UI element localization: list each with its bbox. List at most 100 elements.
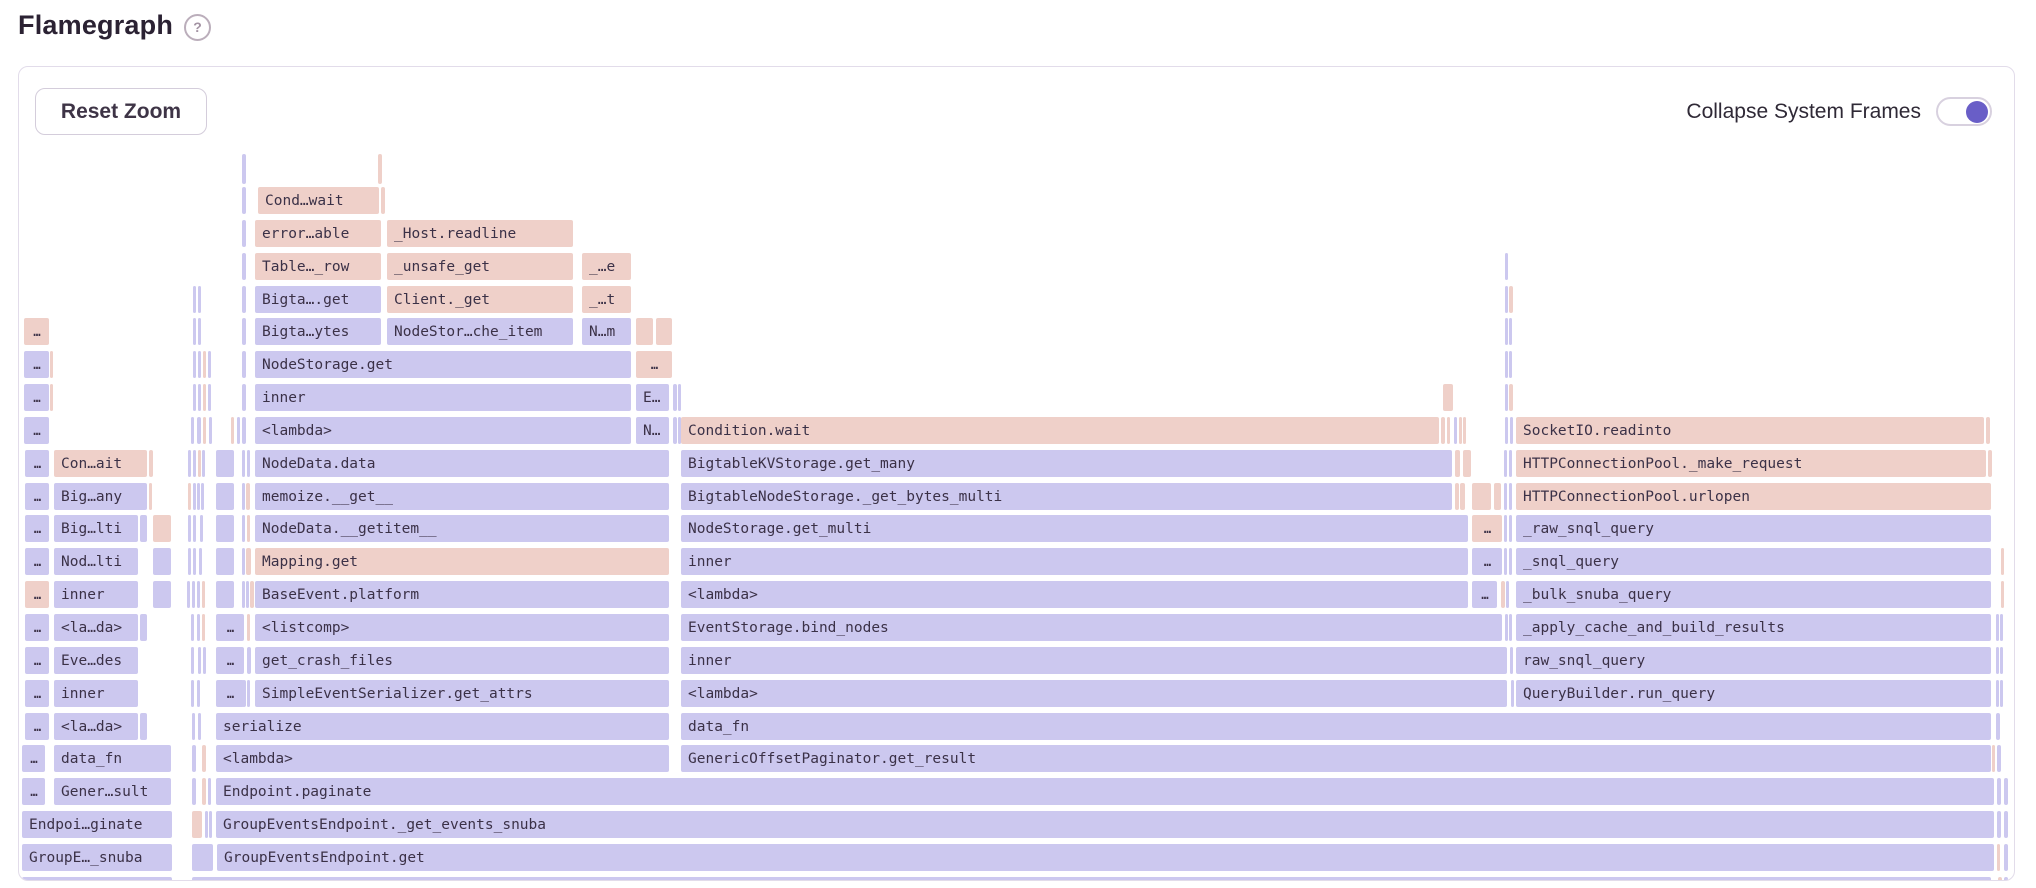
frame[interactable] (242, 483, 245, 510)
frame[interactable] (2004, 811, 2008, 838)
frame[interactable] (1992, 745, 1995, 772)
frame[interactable]: … (25, 450, 49, 477)
frame[interactable] (1509, 384, 1513, 411)
frame[interactable] (242, 417, 246, 444)
frame[interactable] (1505, 253, 1508, 280)
frame[interactable] (216, 515, 234, 542)
frame[interactable] (193, 351, 196, 378)
frame[interactable] (192, 811, 202, 838)
frame[interactable]: NodeStorage.get (255, 351, 631, 378)
frame[interactable] (242, 351, 246, 378)
frame[interactable] (381, 187, 385, 214)
frame[interactable] (1997, 745, 2001, 772)
frame[interactable] (216, 450, 234, 477)
frame[interactable]: GroupEventsEndpoint._get_events_snuba (216, 811, 1994, 838)
frame[interactable]: Big…any (54, 483, 147, 510)
frame[interactable] (1505, 417, 1508, 444)
frame[interactable] (202, 745, 206, 772)
frame[interactable] (1505, 286, 1508, 313)
frame[interactable] (1509, 351, 1512, 378)
frame[interactable] (242, 680, 246, 707)
frame[interactable] (246, 483, 250, 510)
frame[interactable]: … (216, 647, 244, 674)
frame[interactable]: … (24, 417, 49, 444)
frame[interactable]: GenericOffsetPaginator.get_result (681, 745, 1991, 772)
frame[interactable] (208, 384, 211, 411)
frame[interactable]: N… (636, 417, 669, 444)
frame[interactable] (1447, 417, 1450, 444)
frame[interactable] (1505, 351, 1508, 378)
frame[interactable] (192, 581, 195, 608)
frame[interactable] (237, 417, 240, 444)
frame[interactable] (1463, 417, 1466, 444)
frame[interactable] (1996, 713, 2000, 740)
frame[interactable] (378, 154, 382, 184)
frame[interactable]: Endpoint.paginate (216, 778, 1994, 805)
frame[interactable] (198, 713, 201, 740)
frame[interactable]: _Host.readline (387, 220, 573, 247)
frame[interactable] (1509, 548, 1512, 575)
frame[interactable] (153, 581, 171, 608)
frame[interactable]: … (636, 351, 672, 378)
frame[interactable]: … (25, 680, 49, 707)
frame[interactable] (201, 483, 204, 510)
frame[interactable]: … (24, 351, 49, 378)
frame[interactable] (2004, 778, 2008, 805)
frame[interactable] (2001, 581, 2004, 608)
frame[interactable] (216, 483, 234, 510)
frame[interactable] (2000, 680, 2003, 707)
frame[interactable] (198, 286, 201, 313)
frame[interactable] (1509, 318, 1512, 345)
frame[interactable] (242, 286, 246, 313)
frame[interactable]: … (25, 614, 49, 641)
frame[interactable]: … (25, 515, 49, 542)
frame[interactable]: _snql_query (1516, 548, 1991, 575)
frame[interactable]: get_crash_files (255, 647, 669, 674)
frame[interactable]: NodeData.__getitem__ (255, 515, 669, 542)
frame[interactable] (1996, 680, 1999, 707)
frame[interactable] (50, 351, 53, 378)
frame[interactable]: Big…lti (54, 515, 138, 542)
frame[interactable] (247, 515, 250, 542)
frame[interactable] (1997, 778, 2001, 805)
frame[interactable] (153, 548, 171, 575)
frame[interactable] (192, 778, 196, 805)
flamegraph-canvas[interactable]: Cond…wait error…able _Host.readline Table…_… (19, 67, 2014, 880)
frame[interactable]: GroupE…_snuba (22, 844, 172, 871)
frame[interactable]: _…t (582, 286, 631, 313)
frame[interactable] (242, 187, 246, 214)
frame[interactable] (1494, 483, 1501, 510)
frame[interactable]: SimpleEventSerializer.get_attrs (255, 680, 669, 707)
frame[interactable] (202, 778, 206, 805)
frame[interactable] (202, 450, 205, 477)
frame[interactable] (22, 877, 172, 880)
frame[interactable] (198, 450, 201, 477)
frame[interactable] (1998, 877, 2002, 880)
frame[interactable] (242, 384, 246, 411)
frame[interactable] (247, 647, 251, 674)
frame[interactable]: raw_snql_query (1516, 647, 1991, 674)
frame[interactable] (1509, 286, 1513, 313)
frame[interactable] (250, 581, 254, 608)
frame[interactable] (192, 745, 196, 772)
frame[interactable]: <lambda> (681, 680, 1507, 707)
frame[interactable]: _raw_snql_query (1516, 515, 1991, 542)
frame[interactable] (198, 384, 201, 411)
frame[interactable]: Endpoi…ginate (22, 811, 172, 838)
frame[interactable] (208, 778, 211, 805)
frame[interactable]: _…e (582, 253, 631, 280)
frame[interactable] (50, 384, 53, 411)
frame[interactable]: <lambda> (681, 581, 1468, 608)
frame[interactable] (1504, 483, 1507, 510)
frame[interactable] (1505, 318, 1508, 345)
frame[interactable] (1504, 515, 1507, 542)
frame[interactable] (242, 581, 245, 608)
frame[interactable]: … (216, 614, 244, 641)
frame[interactable] (246, 548, 251, 575)
frame[interactable]: _bulk_snuba_query (1516, 581, 1991, 608)
frame[interactable] (191, 680, 194, 707)
frame[interactable] (193, 548, 196, 575)
frame[interactable] (197, 417, 201, 444)
frame[interactable] (673, 417, 677, 444)
help-icon[interactable]: ? (184, 13, 212, 41)
